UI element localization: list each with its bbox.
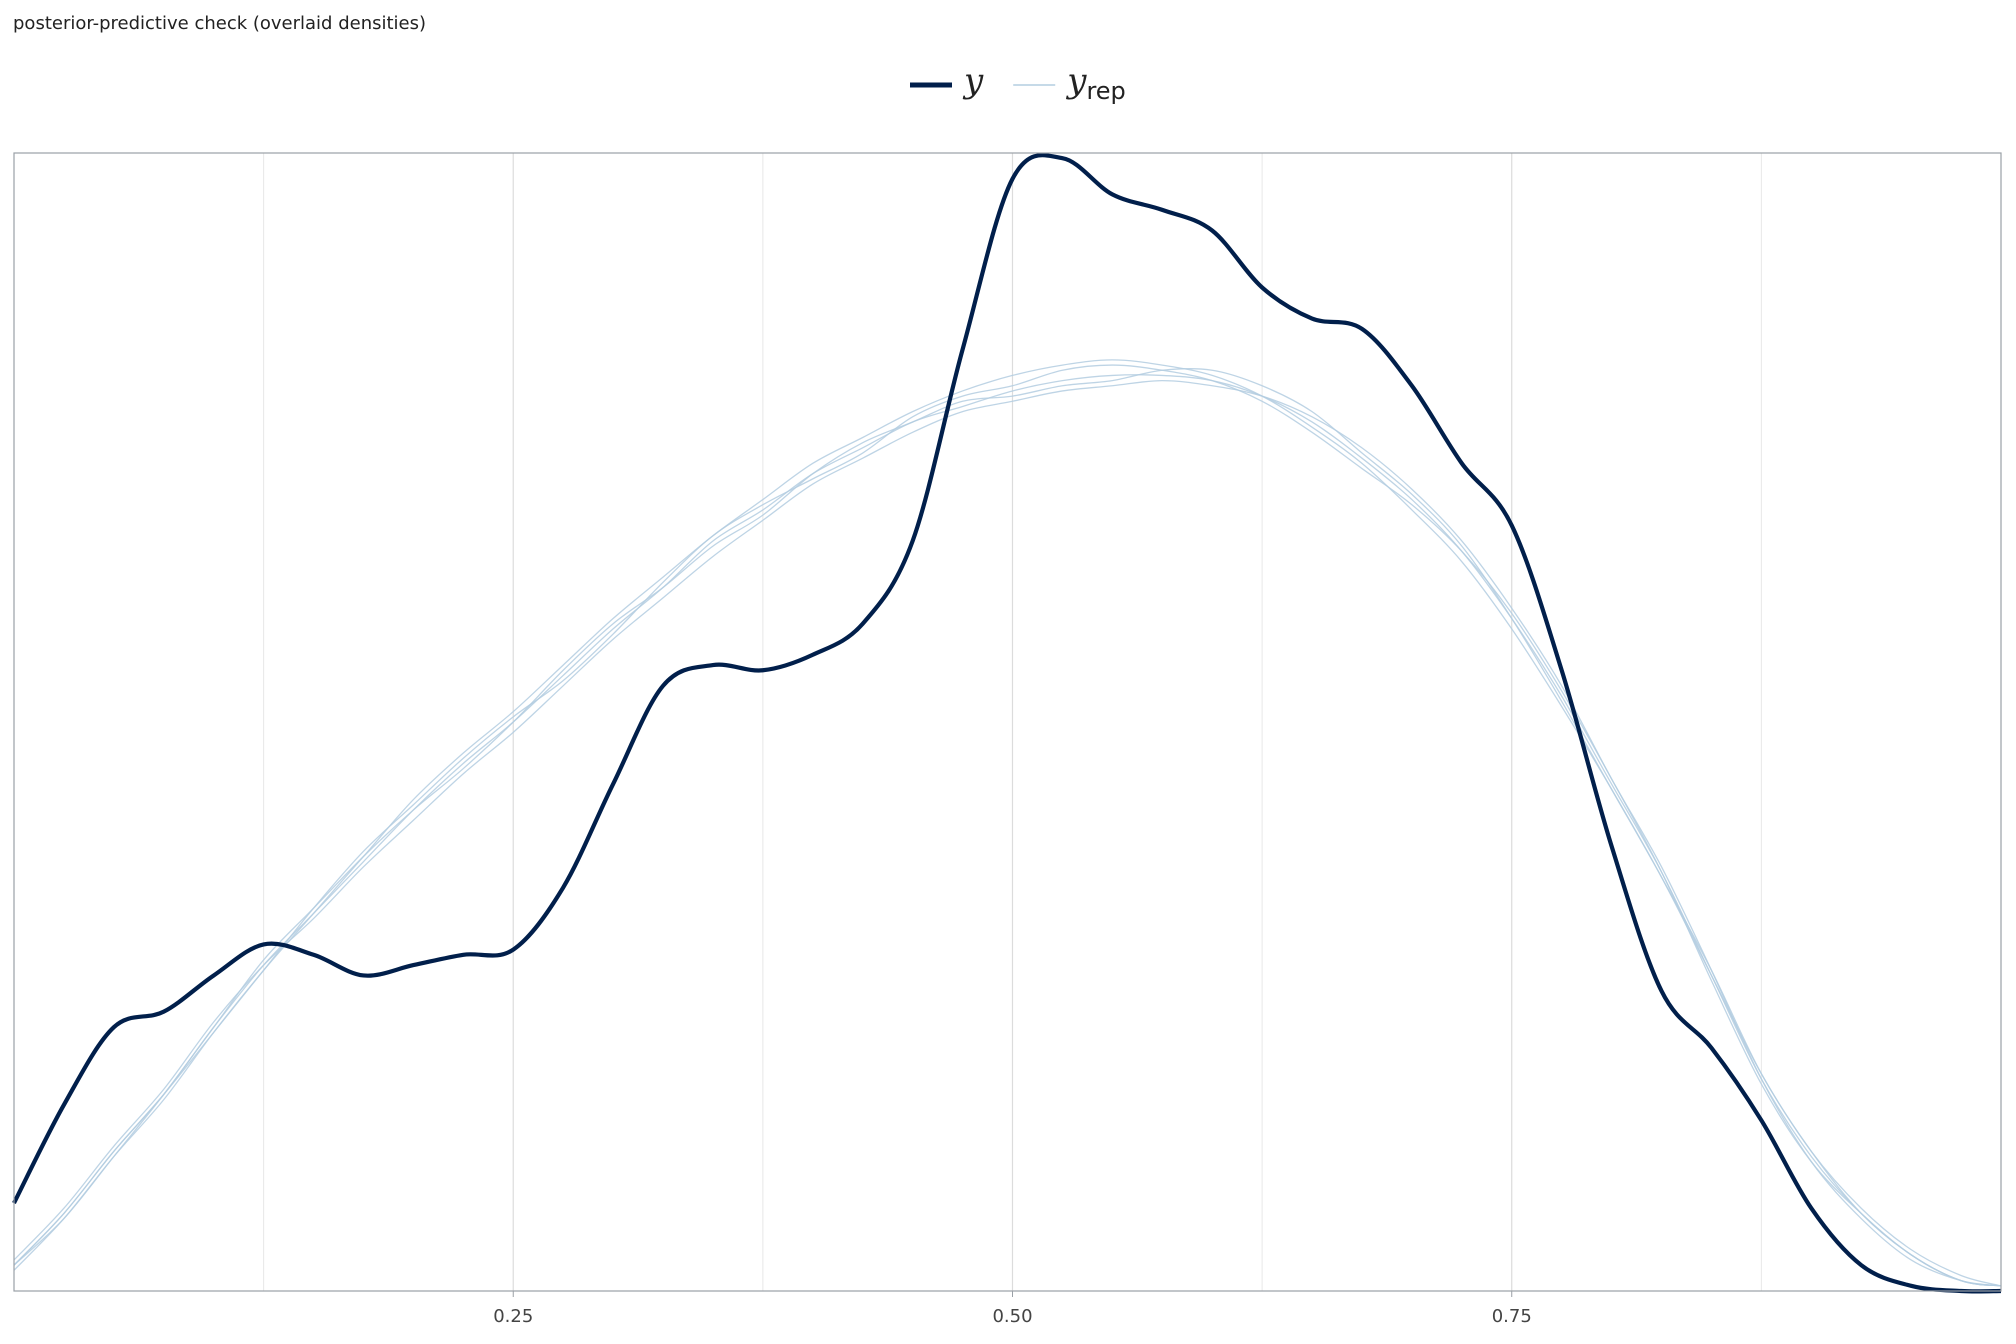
legend-name: y: [962, 61, 984, 101]
x-axis: 0.25 0.50 0.75: [493, 1291, 1532, 1327]
legend: y yrep: [910, 61, 1126, 105]
grid: [263, 153, 1762, 1291]
replicate-line: [13, 364, 2002, 1287]
legend-subscript: rep: [1086, 77, 1125, 105]
x-tick-label: 0.50: [992, 1306, 1032, 1327]
replicate-line: [13, 359, 2002, 1287]
replicate-line: [13, 374, 2002, 1287]
plot-lines: [12, 153, 2002, 1294]
legend-name: y: [1065, 61, 1087, 101]
plot-border: [13, 152, 2002, 1292]
chart-title: posterior-predictive check (overlaid den…: [13, 13, 426, 34]
observed-line: [12, 153, 2002, 1294]
legend-label: yrep: [1065, 61, 1126, 105]
replicate-line: [13, 379, 2002, 1287]
replicate-line: [13, 367, 2002, 1287]
x-tick-label: 0.75: [1492, 1306, 1532, 1327]
legend-label: y: [962, 61, 984, 101]
x-tick-label: 0.25: [493, 1306, 533, 1327]
